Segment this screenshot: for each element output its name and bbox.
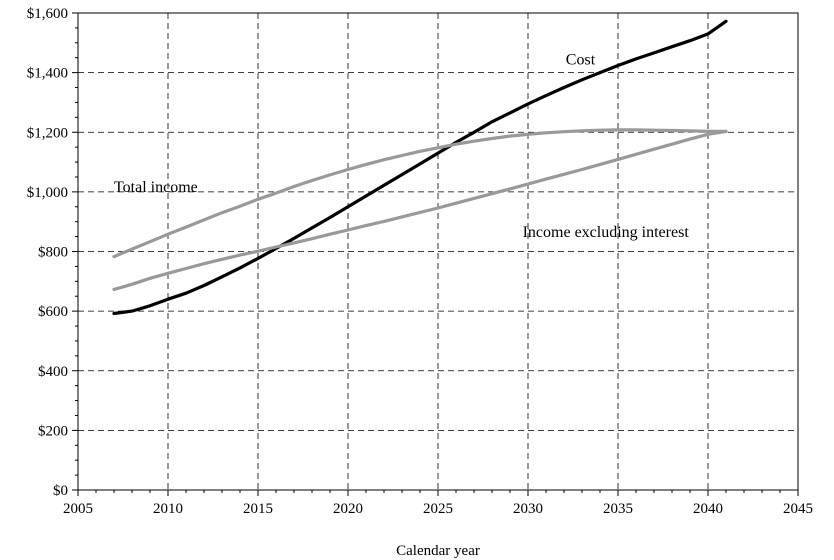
x-tick-label: 2010 — [153, 501, 183, 517]
y-tick-label: $1,200 — [27, 125, 68, 141]
annotation-total-income: Total income — [114, 179, 198, 196]
series-lines — [112, 19, 728, 316]
y-tick-label: $0 — [53, 483, 68, 499]
x-tick-label: 2025 — [423, 501, 453, 517]
y-tick-label: $1,600 — [27, 6, 68, 22]
series-line-income-excluding-interest — [112, 129, 728, 291]
series-line-cost — [112, 19, 728, 316]
x-tick-label: 2015 — [243, 501, 273, 517]
y-tick-label: $200 — [38, 423, 68, 439]
x-tick-label: 2045 — [783, 501, 813, 517]
x-tick-label: 2040 — [693, 501, 723, 517]
y-tick-label: $400 — [38, 364, 68, 380]
x-tick-label: 2020 — [333, 501, 363, 517]
x-axis-tick-labels: 2005 2010 2015 2020 2025 2030 2035 2040 2045 — [63, 501, 813, 517]
axis-ticks — [72, 12, 799, 496]
gridlines — [78, 13, 798, 490]
y-tick-label: $600 — [38, 304, 68, 320]
series-line-total-income — [112, 128, 728, 259]
y-tick-label: $800 — [38, 245, 68, 261]
y-axis-tick-labels: $0 $200 $400 $600 $800 $1,000 $1,200 $1,400 $1,6… — [27, 6, 68, 499]
x-axis-title: Calendar year — [396, 543, 480, 559]
annotation-cost: Cost — [566, 52, 596, 69]
x-tick-label: 2035 — [603, 501, 633, 517]
series-annotations: Cost Total income Income excluding interes… — [114, 52, 689, 241]
x-tick-label: 2030 — [513, 501, 543, 517]
y-tick-label: $1,000 — [27, 185, 68, 201]
x-tick-label: 2005 — [63, 501, 93, 517]
y-tick-label: $1,400 — [27, 66, 68, 82]
annotation-income-excluding-interest: Income excluding interest — [523, 224, 690, 241]
